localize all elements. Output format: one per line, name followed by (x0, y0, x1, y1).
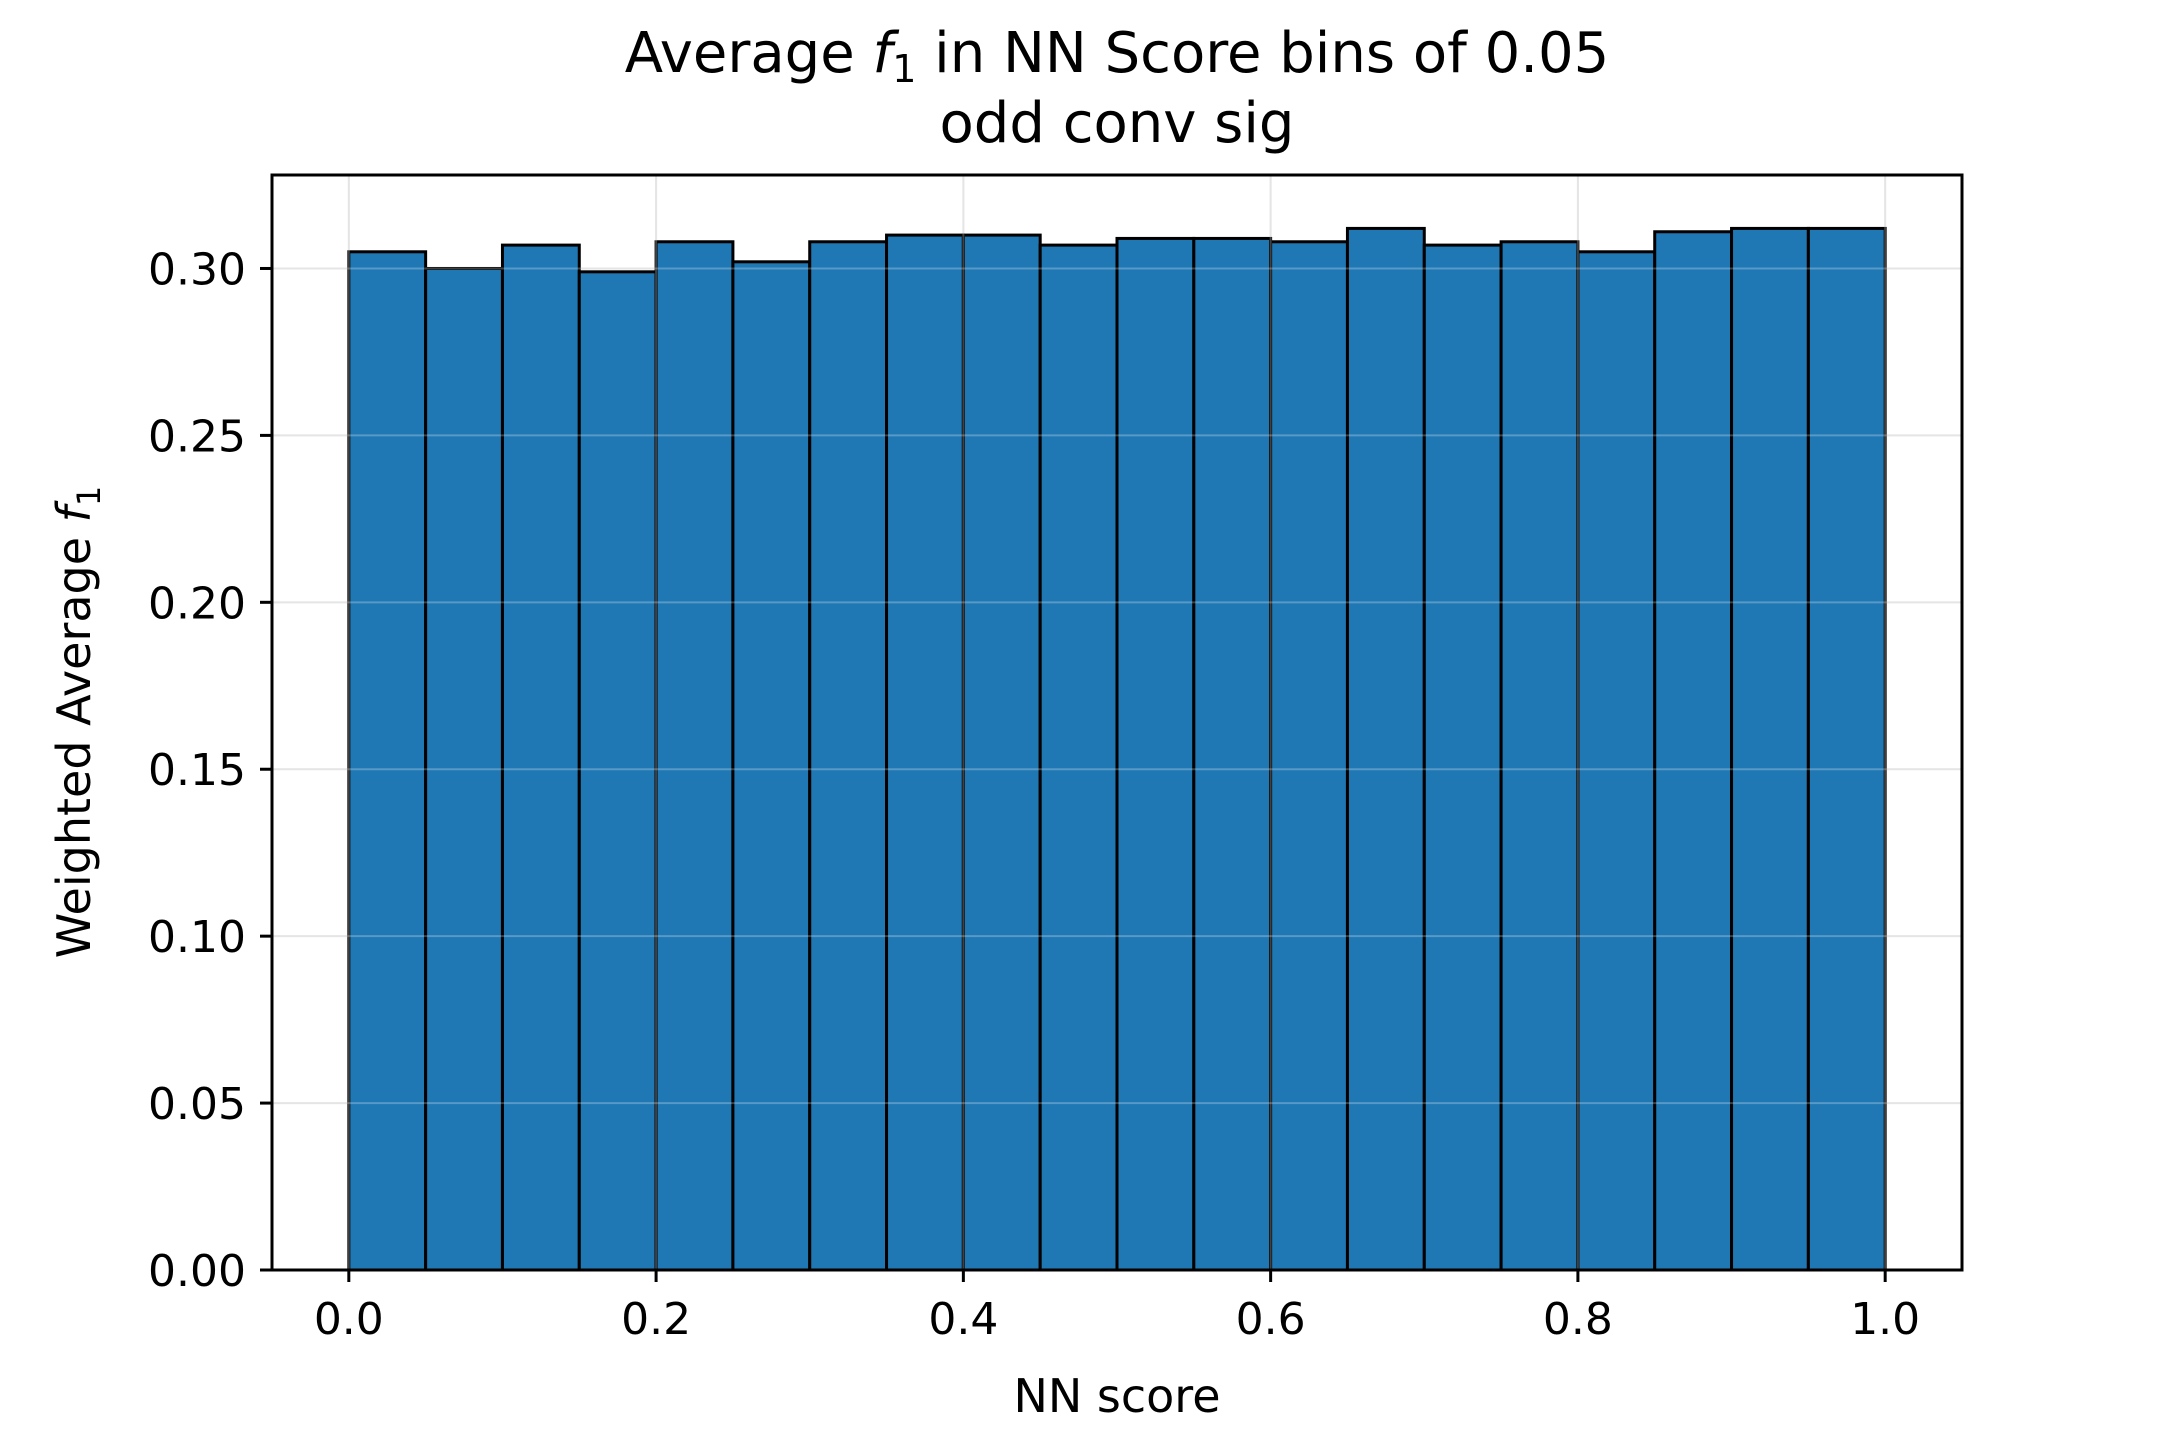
x-axis-label: NN score (1013, 1369, 1220, 1423)
y-tick-label: 0.25 (148, 411, 246, 462)
histogram-bar (654, 240, 735, 1272)
x-tick-label: 1.0 (1850, 1294, 1920, 1345)
histogram-bar (500, 243, 581, 1272)
y-axis-label: Weighted Average f1 (47, 486, 108, 958)
y-tick-label: 0.20 (148, 578, 246, 629)
x-tick-label: 0.4 (928, 1294, 998, 1345)
histogram-bar (347, 250, 428, 1272)
histogram-bar (1192, 236, 1273, 1272)
histogram-bar (1422, 243, 1503, 1272)
histogram-bar (1576, 250, 1657, 1272)
chart-title: Average f1 in NN Score bins of 0.05 (625, 21, 1610, 91)
histogram-bar (1345, 226, 1426, 1272)
histogram-bar (577, 270, 658, 1272)
histogram-bar (1806, 226, 1887, 1272)
y-tick-label: 0.05 (148, 1079, 246, 1130)
histogram-bar (1730, 226, 1810, 1272)
axis-ticks: 0.0 0.2 0.4 0.6 0.8 1.0 0.00 0.05 0.10 0.15 0.20 0.… (148, 244, 1920, 1345)
histogram-bar (1653, 230, 1734, 1272)
histogram-bar (1115, 236, 1196, 1272)
bars (272, 175, 1962, 1272)
chart-subtitle: odd conv sig (940, 91, 1295, 156)
y-tick-label: 0.30 (148, 244, 246, 295)
y-tick-label: 0.10 (148, 912, 246, 963)
histogram-bar (1269, 240, 1349, 1272)
plot-frame (270, 173, 1964, 1272)
x-tick-label: 0.2 (621, 1294, 691, 1345)
histogram-bar (731, 260, 812, 1272)
x-tick-label: 0.6 (1236, 1294, 1306, 1345)
x-tick-label: 0.0 (314, 1294, 384, 1345)
y-tick-label: 0.00 (148, 1246, 246, 1297)
y-tick-label: 0.15 (148, 745, 246, 796)
x-tick-label: 0.8 (1543, 1294, 1613, 1345)
histogram-bar (961, 233, 1042, 1272)
histogram-bar (1499, 240, 1580, 1272)
histogram-bar (885, 233, 965, 1272)
histogram-bar (808, 240, 889, 1272)
histogram-bar (1038, 243, 1119, 1272)
